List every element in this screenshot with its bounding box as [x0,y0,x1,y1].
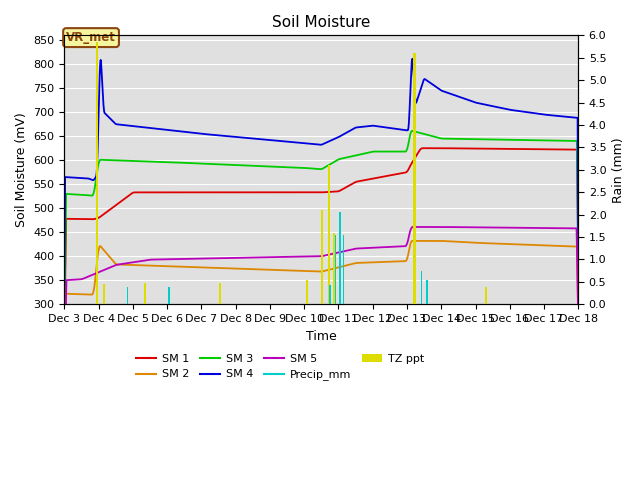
Title: Soil Moisture: Soil Moisture [272,15,371,30]
Bar [333,233,335,304]
Bar [96,42,98,304]
Y-axis label: Rain (mm): Rain (mm) [612,137,625,203]
Bar [328,165,330,304]
Bar [127,287,129,304]
Bar [168,287,170,304]
Bar [335,235,337,304]
X-axis label: Time: Time [306,330,337,343]
Legend: SM 1, SM 2, SM 3, SM 4, SM 5, Precip_mm, TZ ppt: SM 1, SM 2, SM 3, SM 4, SM 5, Precip_mm,… [132,349,429,385]
Bar [329,286,331,304]
Bar [343,235,344,304]
Y-axis label: Soil Moisture (mV): Soil Moisture (mV) [15,112,28,227]
Bar [306,280,308,304]
Bar [144,283,146,304]
Bar [426,280,428,304]
Bar [413,53,415,304]
Bar [339,212,341,304]
Bar [420,271,422,304]
Bar [321,210,323,304]
Bar [485,287,488,304]
Text: VR_met: VR_met [66,31,116,44]
Bar [103,284,105,304]
Bar [220,283,221,304]
